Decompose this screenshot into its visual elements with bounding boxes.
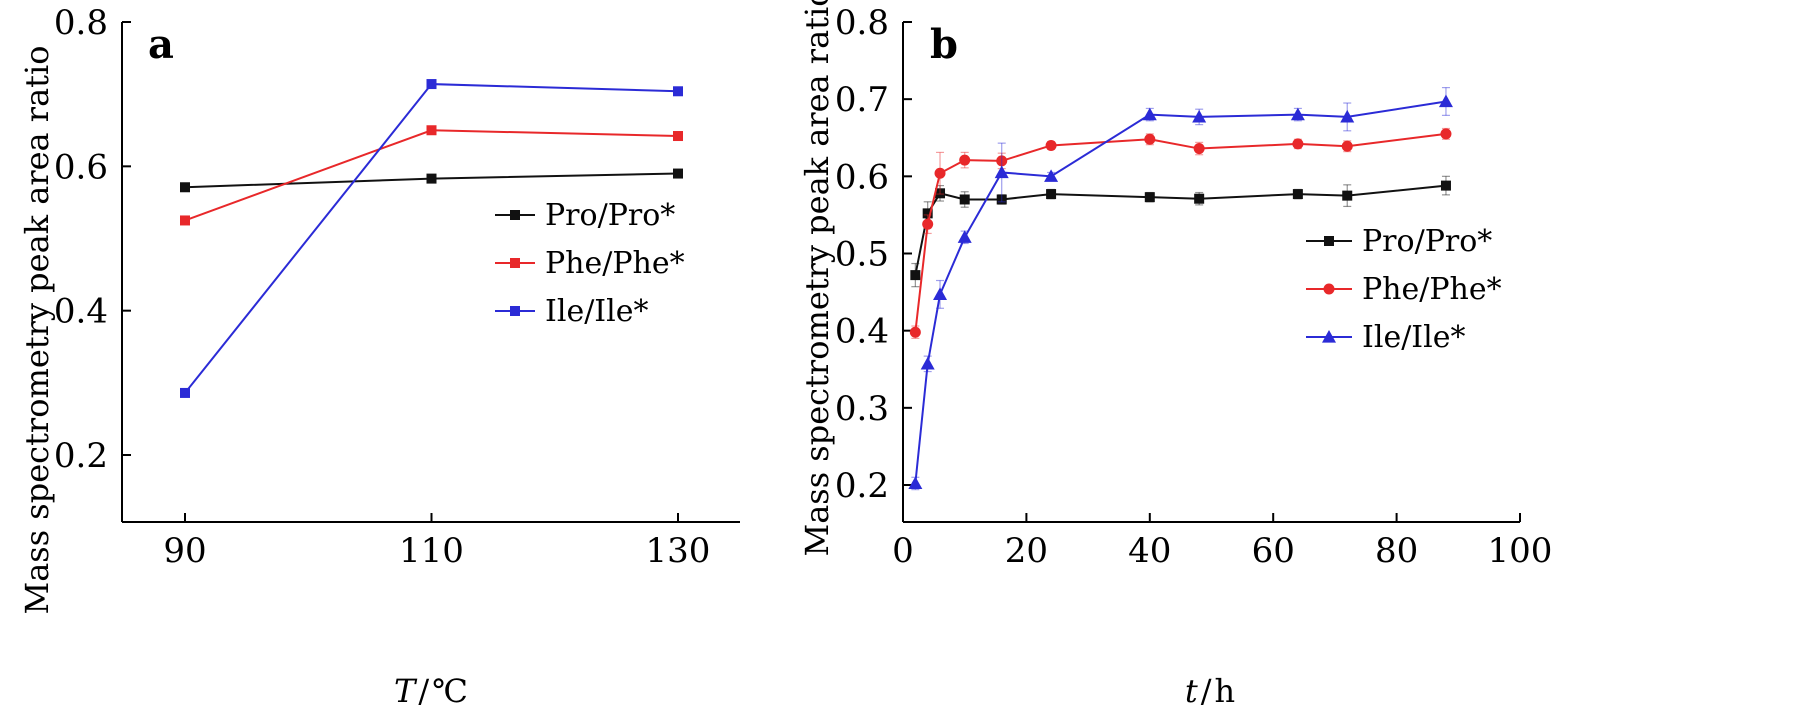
chartb-legend-marker: [1322, 330, 1336, 343]
charta-data-point: [180, 182, 190, 193]
x-axis-title-b-slash: /: [1201, 672, 1212, 709]
x-axis-title-b-var: t: [1185, 672, 1198, 709]
charta-series-2: [180, 79, 683, 398]
chartb-data-point: [1193, 143, 1205, 155]
chartb-data-point: [959, 194, 970, 205]
chartb-data-point: [1046, 189, 1057, 200]
charta-y-tick-label: 0.6: [54, 147, 108, 187]
charta-data-point: [426, 125, 437, 136]
chartb-x-tick-label: 40: [1128, 531, 1171, 571]
chartb-data-point: [957, 230, 972, 243]
chartb-data-point: [909, 326, 921, 338]
panel-label-a: a: [148, 21, 174, 68]
chartb-data-point: [994, 165, 1009, 179]
chartb-legend-label: Ile/Ile*: [1362, 320, 1466, 355]
chartb-data-point: [920, 356, 935, 370]
chartb-data-point: [908, 476, 923, 490]
chartb-data-point: [1341, 140, 1353, 152]
x-axis-title-a-var: T: [394, 672, 418, 709]
chartb-data-point: [1292, 189, 1303, 200]
chartb-data-point: [1194, 193, 1205, 204]
chartb-data-point: [1045, 139, 1057, 151]
chartb-legend-label: Pro/Pro*: [1362, 224, 1492, 259]
chartb-x-tick-label: 60: [1252, 531, 1295, 571]
chart-panel-b: b Mass spectrometry peak area ratio t/h …: [798, 0, 1553, 710]
chartb-y-tick-label: 0.3: [835, 389, 889, 429]
chartb-data-point: [935, 188, 946, 199]
chartb-data-point: [1440, 128, 1452, 140]
x-axis-title-a: T/℃: [394, 672, 468, 709]
charta-data-point: [673, 86, 683, 97]
x-axis-title-b-unit: h: [1215, 672, 1236, 709]
chartb-y-tick-label: 0.4: [835, 312, 889, 352]
chartb-data-point: [959, 154, 971, 166]
charta-x-tick-label: 130: [646, 531, 711, 571]
chartb-data-point: [1292, 138, 1304, 150]
chartb-data-point: [996, 194, 1007, 205]
chartb-legend-label: Phe/Phe*: [1362, 272, 1502, 307]
chartb-data-point: [1144, 133, 1156, 145]
charta-x-tick-label: 90: [163, 531, 206, 571]
y-axis-title-b: Mass spectrometry peak area ratio: [798, 0, 836, 557]
chartb-data-point: [1144, 192, 1155, 203]
charta-y-tick-label: 0.8: [54, 3, 108, 43]
chartb-legend-marker: [1324, 236, 1334, 246]
chartb-x-tick-label: 80: [1375, 531, 1418, 571]
chartb-y-tick-label: 0.7: [835, 80, 889, 120]
charta-legend-marker: [510, 210, 520, 220]
x-axis-title-a-unit: ℃: [432, 672, 468, 709]
charta-data-point: [426, 173, 437, 184]
chartb-data-point: [1438, 94, 1453, 108]
chartb-series-2: [908, 86, 1453, 491]
chartb-y-tick-label: 0.2: [835, 466, 889, 506]
charta-series-0: [180, 168, 683, 193]
chartb-data-point: [922, 218, 934, 230]
chartb-data-point: [1440, 180, 1451, 191]
charta-data-point: [426, 79, 437, 90]
charta-legend-label: Phe/Phe*: [545, 246, 685, 281]
x-axis-title-b: t/h: [1185, 672, 1235, 709]
panel-label-b: b: [930, 21, 958, 68]
chartb-x-tick-label: 0: [892, 531, 914, 571]
y-axis-title-a: Mass spectrometry peak area ratio: [18, 45, 56, 614]
charta-series-1: [180, 125, 683, 226]
chartb-x-tick-label: 100: [1488, 531, 1553, 571]
charta-x-tick-label: 110: [399, 531, 464, 571]
charta-data-point: [673, 168, 683, 179]
chartb-data-point: [933, 287, 948, 300]
chartb-x-tick-label: 20: [1005, 531, 1048, 571]
x-axis-title-a-slash: /: [418, 672, 429, 709]
chartb-y-tick-label: 0.6: [835, 157, 889, 197]
charta-legend-marker: [510, 306, 520, 316]
chartb-data-point: [910, 270, 921, 281]
chartb-legend-marker: [1323, 283, 1335, 295]
chartb-data-point: [1290, 107, 1305, 121]
chart-panel-a: a Mass spectrometry peak area ratio T/℃ …: [18, 3, 740, 710]
charta-legend-label: Ile/Ile*: [545, 294, 649, 329]
chartb-data-point: [996, 155, 1008, 167]
chartb-data-point: [1342, 190, 1353, 201]
chartb-y-tick-label: 0.8: [835, 3, 889, 43]
charta-legend: Pro/Pro* Phe/Phe* Ile/Ile*: [495, 198, 685, 329]
chartb-data-point: [1340, 109, 1355, 123]
charta-y-tick-label: 0.2: [54, 436, 108, 476]
charta-data-point: [673, 131, 683, 142]
charta-legend-marker: [510, 258, 520, 268]
charta-y-tick-label: 0.4: [54, 292, 108, 332]
charta-data-point: [180, 387, 190, 398]
chartb-data-point: [922, 208, 933, 219]
chartb-legend: Pro/Pro* Phe/Phe* Ile/Ile*: [1306, 224, 1502, 355]
chartb-data-point: [934, 167, 946, 179]
chartb-data-point: [1142, 107, 1157, 121]
chartb-data-point: [1044, 169, 1059, 182]
chartb-data-point: [1192, 109, 1207, 123]
charta-legend-label: Pro/Pro*: [545, 198, 675, 233]
chartb-y-tick-label: 0.5: [835, 235, 889, 275]
charta-data-point: [180, 215, 190, 226]
